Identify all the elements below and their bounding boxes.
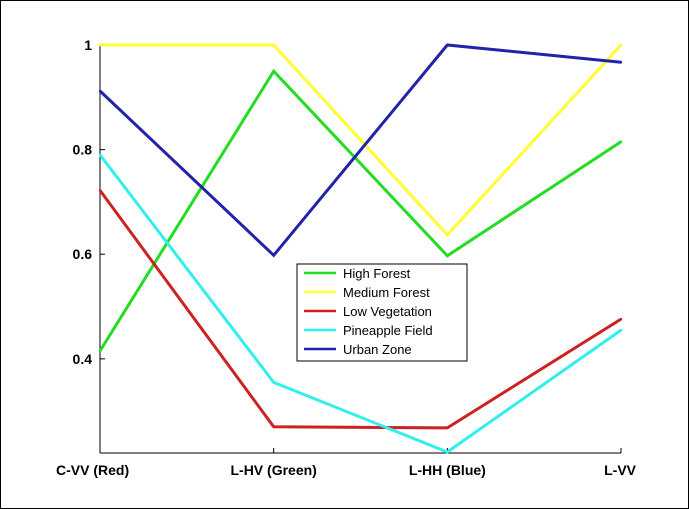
- legend-label-low-vegetation: Low Vegetation: [343, 304, 432, 319]
- x-ticks: C-VV (Red) L-HV (Green) L-HH (Blue) L-VV: [56, 448, 637, 478]
- data-point: [619, 43, 623, 47]
- legend-label-pineapple-field: Pineapple Field: [343, 323, 433, 338]
- data-point: [98, 349, 102, 353]
- data-point: [446, 233, 449, 237]
- series-line-urban-zone: [98, 43, 622, 258]
- data-point: [446, 43, 449, 47]
- y-tick-label: 1: [84, 37, 92, 53]
- data-point: [272, 381, 275, 384]
- y-tick-label: 0.8: [73, 142, 93, 158]
- legend-label-medium-forest: Medium Forest: [343, 285, 430, 300]
- legend: High Forest Medium Forest Low Vegetation…: [296, 263, 468, 362]
- data-point: [98, 43, 102, 47]
- data-point: [446, 450, 449, 454]
- legend-label-high-forest: High Forest: [343, 266, 411, 281]
- data-point: [98, 153, 102, 157]
- data-point: [619, 140, 623, 143]
- x-tick-label: C-VV (Red): [56, 462, 129, 478]
- data-point: [619, 61, 623, 64]
- y-tick-label: 0.6: [73, 246, 93, 262]
- series-line-low-vegetation: [98, 189, 622, 430]
- data-point: [619, 317, 623, 321]
- x-tick-label: L-HH (Blue): [409, 462, 486, 478]
- series-line-high-forest: [98, 68, 622, 352]
- y-ticks: 0.4 0.6 0.8 1: [73, 37, 105, 367]
- data-point: [272, 43, 275, 47]
- data-point: [272, 425, 275, 429]
- data-point: [446, 254, 449, 257]
- series-line-medium-forest: [100, 43, 623, 238]
- legend-label-urban-zone: Urban Zone: [343, 342, 412, 357]
- y-tick-label: 0.4: [73, 351, 93, 367]
- data-point: [272, 69, 275, 73]
- data-point: [98, 189, 102, 192]
- series-line-pineapple-field: [98, 153, 622, 454]
- legend-box: [296, 263, 468, 362]
- series-lines: [98, 43, 623, 454]
- data-point: [98, 89, 102, 93]
- data-point: [272, 254, 275, 257]
- data-point: [446, 426, 449, 430]
- data-point: [619, 328, 623, 332]
- x-tick-label: L-VV: [604, 462, 637, 478]
- x-tick-label: L-HV (Green): [230, 462, 316, 478]
